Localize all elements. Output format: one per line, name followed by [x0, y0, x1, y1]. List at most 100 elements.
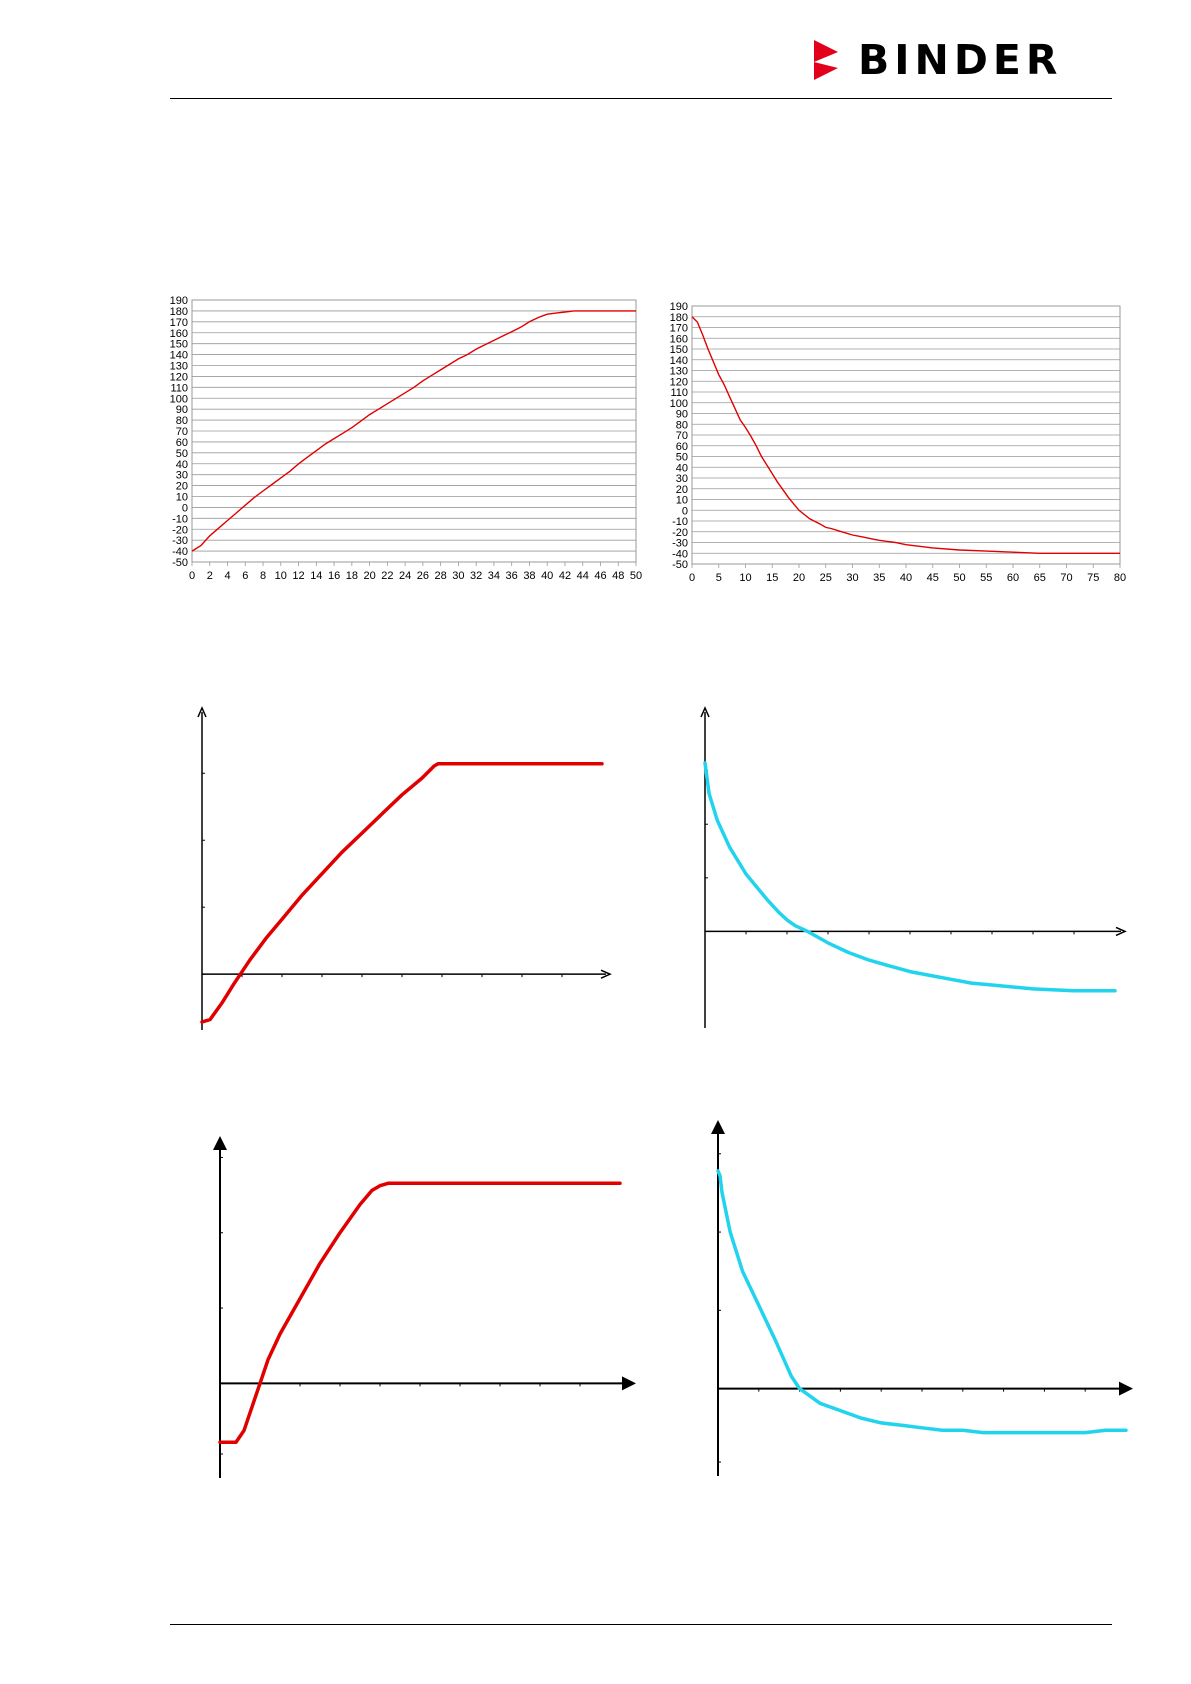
x-tick-label: 30	[846, 572, 858, 584]
y-tick-label: 60	[176, 437, 188, 449]
y-tick-label: 170	[670, 323, 688, 335]
temperature-curve-line	[716, 1169, 1128, 1435]
y-tick-label: 90	[176, 404, 188, 416]
y-tick-label: 60	[676, 441, 688, 453]
x-tick-label: 20	[363, 570, 375, 582]
x-tick-label: 28	[435, 570, 447, 582]
cooling-curve-gridded-chart: -50-40-30-20-100102030405060708090100110…	[670, 301, 1126, 584]
x-tick-label: 38	[523, 570, 535, 582]
x-tick-label: 22	[381, 570, 393, 582]
y-tick-label: 10	[176, 492, 188, 504]
y-tick-label: 40	[176, 459, 188, 471]
y-tick-label: 40	[676, 462, 688, 474]
y-axis-arrow-icon	[197, 706, 207, 718]
heating-curve-schematic-chart-2	[213, 1136, 636, 1478]
y-tick-label: 190	[170, 295, 188, 307]
x-tick-label: 20	[793, 572, 805, 584]
y-tick-label: 100	[670, 398, 688, 410]
x-tick-label: 0	[689, 572, 695, 584]
x-tick-label: 14	[310, 570, 322, 582]
y-tick-label: -50	[172, 557, 188, 569]
x-tick-label: 50	[630, 570, 642, 582]
y-tick-label: -40	[672, 548, 688, 560]
y-tick-label: 20	[176, 481, 188, 493]
x-tick-label: 70	[1060, 572, 1072, 584]
x-tick-label: 35	[873, 572, 885, 584]
y-tick-label: 70	[676, 430, 688, 442]
cooling-curve-schematic-chart	[700, 706, 1127, 1028]
y-axis-arrow-icon	[700, 706, 710, 718]
x-tick-label: 44	[577, 570, 589, 582]
x-tick-label: 6	[242, 570, 248, 582]
logo-arrow-icon	[814, 40, 838, 80]
y-tick-label: 70	[176, 426, 188, 438]
temperature-curve-line	[703, 761, 1117, 993]
cooling-curve-schematic-chart-2	[711, 1120, 1133, 1476]
x-axis-arrow-icon	[622, 1376, 636, 1391]
y-tick-label: 130	[670, 366, 688, 378]
y-tick-label: -20	[672, 527, 688, 539]
y-tick-label: 30	[676, 473, 688, 485]
y-tick-label: 150	[670, 344, 688, 356]
x-tick-label: 24	[399, 570, 411, 582]
x-tick-label: 40	[900, 572, 912, 584]
y-tick-label: -30	[672, 538, 688, 550]
y-tick-label: 180	[670, 312, 688, 324]
x-tick-label: 15	[766, 572, 778, 584]
x-tick-label: 4	[224, 570, 230, 582]
x-tick-label: 75	[1087, 572, 1099, 584]
y-tick-label: -10	[172, 513, 188, 525]
binder-logo: BINDER	[812, 36, 1112, 84]
y-tick-label: 140	[670, 355, 688, 367]
x-tick-label: 55	[980, 572, 992, 584]
y-tick-label: 180	[170, 306, 188, 318]
y-tick-label: 120	[170, 371, 188, 383]
header-rule	[170, 98, 1112, 99]
y-axis-arrow-icon	[213, 1136, 227, 1150]
y-tick-label: 0	[682, 505, 688, 517]
x-tick-label: 42	[559, 570, 571, 582]
y-tick-label: 80	[676, 419, 688, 431]
y-tick-label: -10	[672, 516, 688, 528]
y-tick-label: 90	[676, 409, 688, 421]
y-tick-label: 10	[676, 495, 688, 507]
y-tick-label: 20	[676, 484, 688, 496]
x-tick-label: 40	[541, 570, 553, 582]
y-tick-label: 140	[170, 350, 188, 362]
x-tick-label: 0	[189, 570, 195, 582]
x-axis-arrow-icon	[600, 969, 612, 979]
temperature-curve-line	[200, 761, 604, 1024]
temperature-series-line	[191, 310, 636, 552]
y-tick-label: 160	[670, 333, 688, 345]
x-tick-label: 2	[207, 570, 213, 582]
x-tick-label: 65	[1034, 572, 1046, 584]
x-axis-arrow-icon	[1119, 1381, 1133, 1396]
y-tick-label: 120	[670, 376, 688, 388]
temperature-series-line	[691, 316, 1120, 554]
y-tick-label: 160	[170, 328, 188, 340]
x-tick-label: 26	[417, 570, 429, 582]
y-tick-label: 100	[170, 393, 188, 405]
y-tick-label: 0	[182, 502, 188, 514]
x-tick-label: 12	[292, 570, 304, 582]
y-tick-label: -30	[172, 535, 188, 547]
y-tick-label: 170	[170, 317, 188, 329]
x-tick-label: 45	[927, 572, 939, 584]
y-tick-label: 130	[170, 361, 188, 373]
brand-wordmark: BINDER	[858, 36, 1063, 84]
x-tick-label: 34	[488, 570, 500, 582]
x-tick-label: 5	[716, 572, 722, 584]
heating-curve-schematic-chart	[197, 706, 612, 1030]
x-tick-label: 46	[594, 570, 606, 582]
x-tick-label: 16	[328, 570, 340, 582]
y-tick-label: 110	[670, 387, 688, 399]
x-tick-label: 48	[612, 570, 624, 582]
x-tick-label: 32	[470, 570, 482, 582]
x-tick-label: 8	[260, 570, 266, 582]
y-tick-label: -50	[672, 559, 688, 571]
x-tick-label: 18	[346, 570, 358, 582]
y-tick-label: -40	[172, 546, 188, 558]
x-tick-label: 10	[739, 572, 751, 584]
x-tick-label: 30	[452, 570, 464, 582]
x-tick-label: 50	[953, 572, 965, 584]
